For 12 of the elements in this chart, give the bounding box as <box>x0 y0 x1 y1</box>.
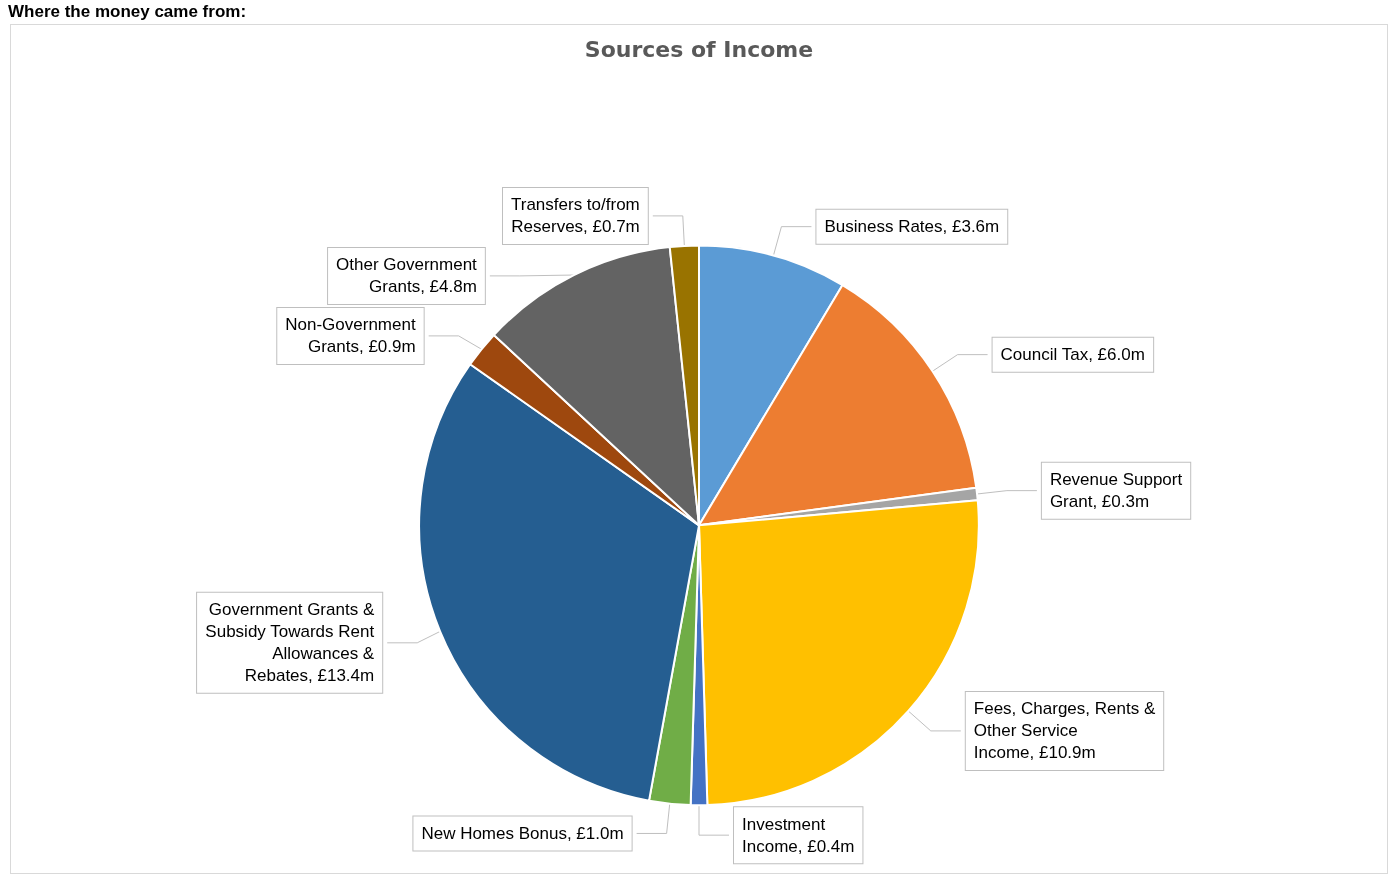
slice-label: Government Grants & Subsidy Towards Rent Allowances & Rebates, £13.4m <box>205 600 375 686</box>
text: Where the money came from: <box>8 2 247 22</box>
slice-label: Non-Government Grants, £0.9m <box>285 315 416 357</box>
slice-label: Fees, Charges, Rents & Other Service Income, £10.9m <box>973 699 1156 763</box>
slice-label: New Homes Bonus, £1.0m <box>421 823 624 843</box>
slice-label: Transfers to/from Reserves, £0.7m <box>510 195 640 237</box>
slice-label: Business Rates, £3.6m <box>824 217 1000 237</box>
slice-label: Other Government Grants, £4.8m <box>336 255 478 297</box>
chart-title: Sources of Income <box>584 36 814 62</box>
slice-label: Revenue Support Grant, £0.3m <box>1049 470 1183 512</box>
slice-label: Council Tax, £6.0m <box>1000 345 1145 365</box>
slice-label: Investment Income, £0.4m <box>742 814 855 856</box>
